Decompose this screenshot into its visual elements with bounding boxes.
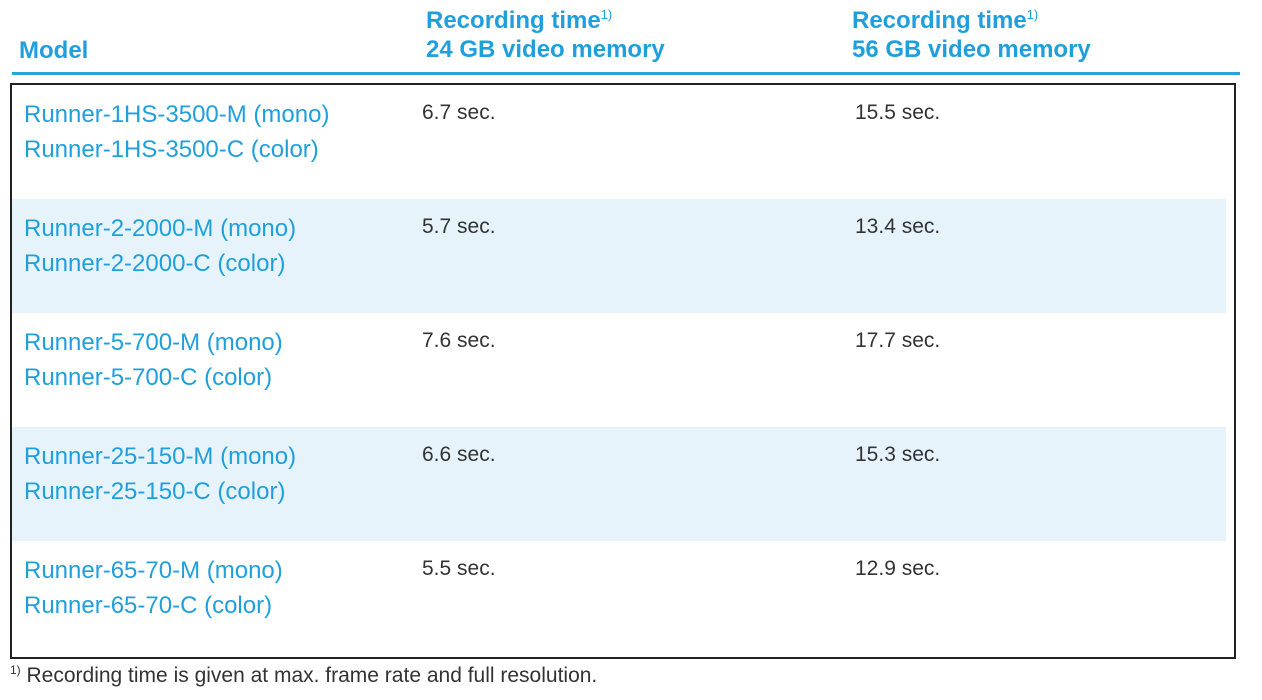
model-mono: Runner-25-150-M (mono) xyxy=(24,443,297,470)
header-col2-title: Recording time xyxy=(852,7,1027,34)
footnote: 1) Recording time is given at max. frame… xyxy=(10,663,597,689)
header-col1-title: Recording time xyxy=(426,7,601,34)
recording-time-56gb: 13.4 sec. xyxy=(855,215,941,238)
recording-time-24gb: 5.5 sec. xyxy=(422,557,496,580)
header-col2-footnote-marker: 1) xyxy=(1026,7,1039,22)
table-row: Runner-5-700-M (mono) Runner-5-700-C (co… xyxy=(12,313,1226,427)
footnote-text: Recording time is given at max. frame ra… xyxy=(20,664,598,687)
header-col2-subtitle: 56 GB video memory xyxy=(852,36,1091,63)
header-col1-footnote-marker: 1) xyxy=(600,7,613,22)
header-model: Model xyxy=(19,37,89,64)
header-recording-time-24gb: Recording time1) 24 GB video memory xyxy=(426,6,665,64)
header-col2-line1-wrap: Recording time1) xyxy=(852,6,1091,35)
recording-time-24gb: 6.7 sec. xyxy=(422,101,496,124)
model-color: Runner-25-150-C (color) xyxy=(24,478,286,505)
model-mono: Runner-5-700-M (mono) xyxy=(24,329,283,356)
model-color: Runner-2-2000-C (color) xyxy=(24,250,286,277)
model-mono: Runner-2-2000-M (mono) xyxy=(24,215,297,242)
header-col1-line1-wrap: Recording time1) xyxy=(426,6,665,35)
model-mono: Runner-65-70-M (mono) xyxy=(24,557,283,584)
recording-time-56gb: 17.7 sec. xyxy=(855,329,941,352)
table-row: Runner-2-2000-M (mono) Runner-2-2000-C (… xyxy=(12,199,1226,313)
footnote-marker: 1) xyxy=(10,663,21,677)
header-col1-subtitle: 24 GB video memory xyxy=(426,36,665,63)
model-color: Runner-1HS-3500-C (color) xyxy=(24,136,319,163)
table-body: Runner-1HS-3500-M (mono) Runner-1HS-3500… xyxy=(10,83,1236,659)
table-row: Runner-1HS-3500-M (mono) Runner-1HS-3500… xyxy=(12,85,1226,199)
table-row: Runner-65-70-M (mono) Runner-65-70-C (co… xyxy=(12,541,1226,655)
recording-time-56gb: 15.5 sec. xyxy=(855,101,941,124)
recording-time-24gb: 5.7 sec. xyxy=(422,215,496,238)
model-mono: Runner-1HS-3500-M (mono) xyxy=(24,101,330,128)
table-header: Model Recording time1) 24 GB video memor… xyxy=(12,0,1240,75)
model-cell: Runner-65-70-M (mono) Runner-65-70-C (co… xyxy=(24,553,283,623)
model-cell: Runner-1HS-3500-M (mono) Runner-1HS-3500… xyxy=(24,97,329,167)
recording-time-56gb: 12.9 sec. xyxy=(855,557,941,580)
model-color: Runner-5-700-C (color) xyxy=(24,364,273,391)
model-cell: Runner-2-2000-M (mono) Runner-2-2000-C (… xyxy=(24,211,296,281)
model-cell: Runner-5-700-M (mono) Runner-5-700-C (co… xyxy=(24,325,283,395)
recording-time-56gb: 15.3 sec. xyxy=(855,443,941,466)
header-recording-time-56gb: Recording time1) 56 GB video memory xyxy=(852,6,1091,64)
model-cell: Runner-25-150-M (mono) Runner-25-150-C (… xyxy=(24,439,296,509)
recording-time-24gb: 6.6 sec. xyxy=(422,443,496,466)
table-row: Runner-25-150-M (mono) Runner-25-150-C (… xyxy=(12,427,1226,541)
recording-time-24gb: 7.6 sec. xyxy=(422,329,496,352)
model-color: Runner-65-70-C (color) xyxy=(24,592,273,619)
